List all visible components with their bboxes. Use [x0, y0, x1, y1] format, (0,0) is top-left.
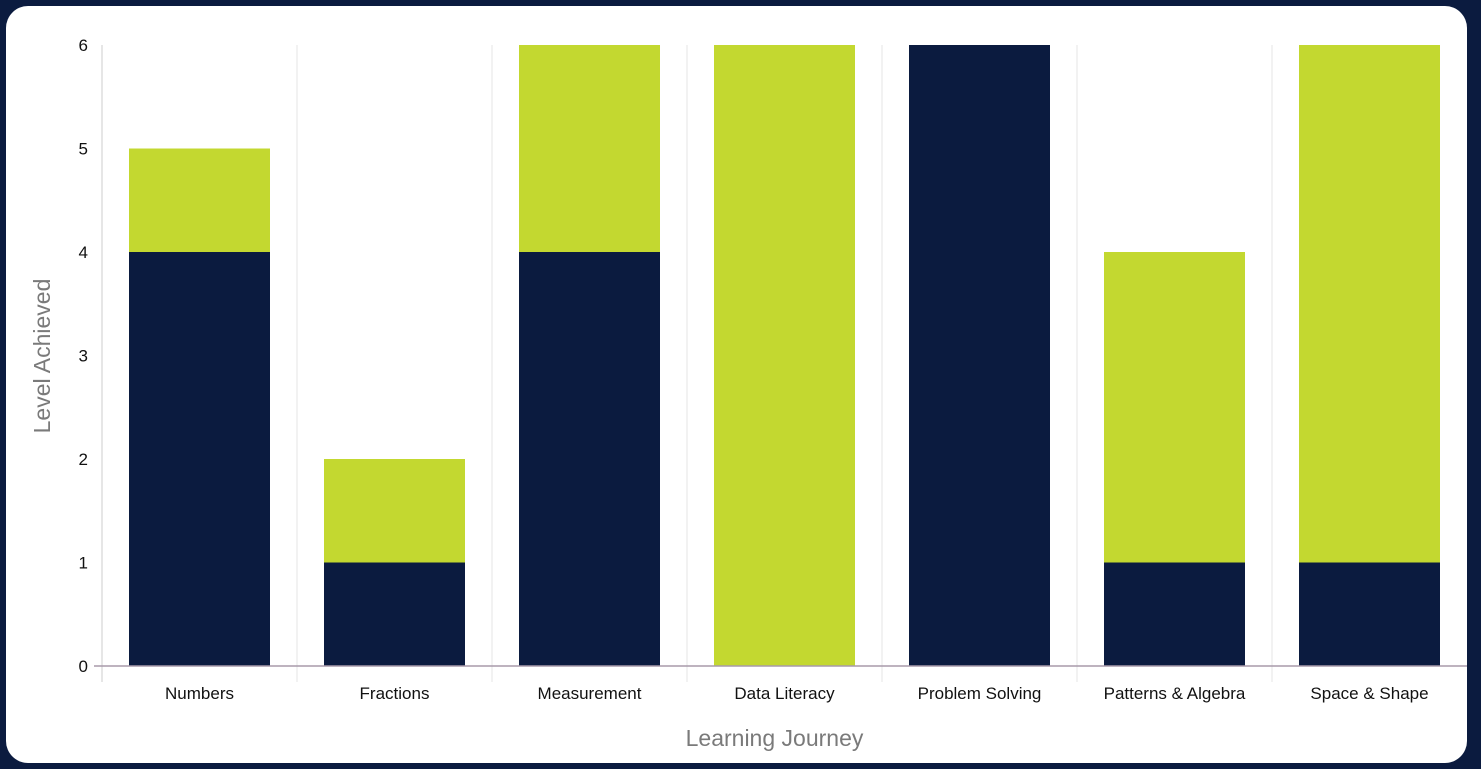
bar-segment [1299, 562, 1440, 666]
y-axis-title: Level Achieved [29, 279, 55, 434]
y-tick-label: 6 [79, 36, 88, 55]
bar-segment [1299, 45, 1440, 563]
bar-segment [519, 252, 660, 666]
bar-segment [1104, 252, 1245, 563]
bar-segment [1104, 562, 1245, 666]
x-category-label: Patterns & Algebra [1104, 684, 1246, 703]
x-category-label: Measurement [538, 684, 642, 703]
bar-chart: 0 1 2 3 4 5 6 Numbers Fractions Measurement Data … [29, 36, 1467, 751]
x-category-label: Data Literacy [734, 684, 835, 703]
category-separators [296, 45, 1273, 682]
x-category-label: Fractions [360, 684, 430, 703]
bar-segment [324, 562, 465, 666]
y-tick-label: 5 [79, 140, 88, 159]
x-category-label: Problem Solving [918, 684, 1042, 703]
bar-segment [324, 459, 465, 563]
y-tick-label: 0 [79, 657, 88, 676]
bar-segment [519, 45, 660, 252]
y-tick-label: 4 [79, 243, 88, 262]
bar-segment [129, 252, 270, 666]
y-tick-label: 1 [79, 554, 88, 573]
bar-segment [909, 45, 1050, 666]
bars [129, 45, 1440, 666]
y-tick-label: 3 [79, 347, 88, 366]
x-category-label: Numbers [165, 684, 234, 703]
x-axis-labels: Numbers Fractions Measurement Data Literacy… [165, 684, 1429, 703]
x-axis-title: Learning Journey [686, 725, 864, 751]
y-tick-label: 2 [79, 450, 88, 469]
chart-card: 0 1 2 3 4 5 6 Numbers Fractions Measurement Data … [6, 6, 1467, 763]
bar-segment [129, 148, 270, 252]
bar-segment [714, 45, 855, 666]
y-axis-ticks: 0 1 2 3 4 5 6 [79, 36, 88, 676]
x-category-label: Space & Shape [1310, 684, 1428, 703]
